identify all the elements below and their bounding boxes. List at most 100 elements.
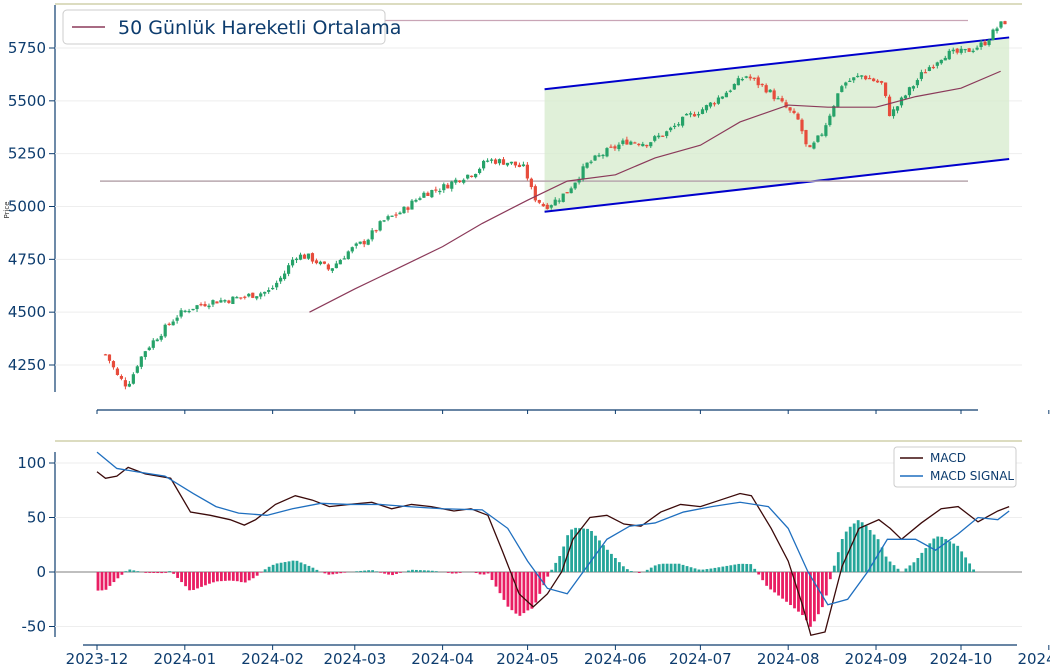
candle-body (876, 80, 880, 83)
histogram-bar (474, 572, 478, 574)
histogram-bar (538, 572, 542, 594)
histogram-bar (104, 572, 108, 590)
macd-legend: MACD MACD SIGNAL (893, 446, 1017, 488)
histogram-bar (112, 572, 116, 583)
histogram-bar (840, 539, 844, 572)
candle-body (975, 47, 979, 50)
price-legend: 50 Günlük Hareketli Ortalama (62, 9, 401, 45)
candle-body (338, 260, 342, 265)
histogram-bar (801, 572, 804, 616)
candle-body (708, 102, 713, 107)
histogram-bar (773, 572, 776, 593)
candle-body (501, 159, 506, 165)
price-tick-label: 4750 (8, 250, 46, 268)
histogram-bar (363, 570, 367, 572)
histogram-bar (697, 569, 701, 572)
macd-tick-label: 50 (27, 509, 46, 527)
candle-body (107, 354, 112, 361)
candle-body (601, 154, 605, 157)
candle-body (255, 296, 259, 299)
histogram-bar (884, 556, 888, 572)
macd-lines (96, 451, 1010, 636)
histogram-bar (498, 572, 502, 594)
histogram-bar (598, 540, 601, 572)
candle-body (637, 143, 641, 146)
candle-body (123, 380, 127, 387)
candle-body (485, 160, 490, 162)
histogram-bar (407, 570, 410, 572)
histogram-bar (168, 571, 172, 572)
histogram-bar (355, 571, 359, 572)
histogram-bar (614, 558, 617, 572)
histogram-bar (323, 572, 327, 574)
histogram-bar (219, 572, 223, 582)
histogram-bar (673, 563, 677, 572)
histogram-bar (741, 563, 745, 572)
histogram-bar (606, 549, 609, 572)
histogram-bar (880, 547, 884, 572)
histogram-bar (749, 564, 753, 572)
histogram-bar (860, 522, 864, 572)
signal-line (96, 451, 1010, 606)
histogram-bar (856, 520, 860, 572)
histogram-bar (411, 569, 414, 572)
candle-body (677, 124, 681, 126)
candle-body (115, 368, 120, 375)
candle-body (907, 87, 912, 96)
price-axis-label: Price (3, 201, 11, 218)
candle-body (119, 375, 124, 379)
histogram-bar (617, 562, 621, 572)
histogram-bar (936, 536, 940, 572)
candle-body (179, 310, 183, 317)
histogram-bar (172, 572, 176, 574)
histogram-bar (562, 546, 566, 572)
histogram-bar (534, 572, 538, 603)
histogram-bar (291, 560, 295, 572)
histogram-bar (184, 572, 187, 587)
candle-body (804, 129, 808, 145)
histogram-bar (924, 548, 928, 572)
histogram-bar (514, 572, 518, 614)
histogram-bar (781, 572, 784, 599)
candle-body (191, 308, 195, 311)
histogram-bar (144, 572, 148, 573)
histogram-bar (765, 572, 769, 586)
histogram-bar (375, 571, 378, 572)
candle-body (768, 89, 772, 93)
candle-body (868, 78, 872, 80)
candle-body (175, 317, 179, 321)
histogram-bar (582, 528, 585, 572)
histogram-bar (542, 572, 546, 586)
candle-body (812, 142, 816, 149)
histogram-bar (251, 572, 255, 579)
histogram-bar (120, 572, 124, 575)
price-tick-label: 5500 (8, 92, 46, 110)
candle-body (613, 146, 617, 149)
histogram-bar (204, 572, 207, 586)
candle-body (306, 253, 311, 259)
histogram-bar (733, 564, 737, 572)
candle-body (330, 268, 334, 271)
candle-body (346, 251, 350, 259)
candle-body (609, 146, 613, 148)
histogram-bar (594, 535, 597, 572)
candle-body (545, 204, 549, 209)
histogram-bar (231, 572, 235, 581)
candle-body (987, 40, 991, 45)
candle-body (398, 212, 402, 215)
candle-body (696, 114, 701, 116)
candle-body (836, 93, 840, 108)
moving-average (309, 70, 1001, 313)
histogram-bar (558, 556, 562, 572)
histogram-bar (665, 563, 669, 572)
candle-body (243, 296, 247, 298)
candle-body (466, 174, 470, 179)
candle-body (887, 96, 892, 117)
histogram-bar (239, 572, 243, 583)
candle-body (816, 135, 820, 142)
date-tick-label: 2024-03 (323, 650, 386, 668)
histogram-bar (96, 572, 100, 591)
histogram-bar (952, 543, 956, 572)
histogram-bar (964, 557, 968, 572)
candle-body (824, 125, 828, 136)
